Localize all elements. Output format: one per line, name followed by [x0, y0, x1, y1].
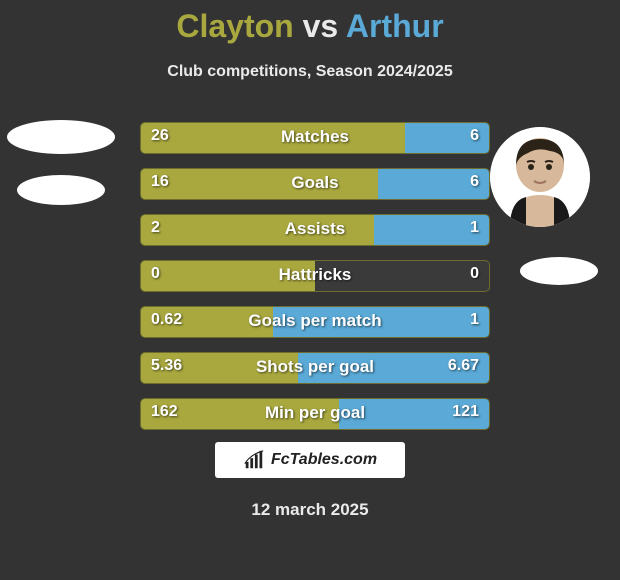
- title-player1: Clayton: [176, 8, 293, 44]
- stat-value-player2: 6.67: [448, 357, 479, 375]
- stat-row: 2Assists1: [140, 214, 490, 246]
- avatar-right: [490, 127, 590, 227]
- stat-label: Assists: [141, 219, 489, 239]
- page-title: Clayton vs Arthur: [0, 0, 620, 45]
- stat-value-player2: 1: [470, 219, 479, 237]
- date-text: 12 march 2025: [0, 500, 620, 520]
- stat-label: Shots per goal: [141, 357, 489, 377]
- avatar-left-placeholder-shape-1: [7, 120, 115, 154]
- stat-value-player2: 121: [452, 403, 479, 421]
- stat-label: Min per goal: [141, 403, 489, 423]
- stat-row: 0.62Goals per match1: [140, 306, 490, 338]
- stat-row: 162Min per goal121: [140, 398, 490, 430]
- logo-text: FcTables.com: [271, 451, 377, 469]
- avatar-left-placeholder-shape-2: [17, 175, 105, 205]
- stat-row: 16Goals6: [140, 168, 490, 200]
- comparison-card: Clayton vs Arthur Club competitions, Sea…: [0, 0, 620, 580]
- stat-value-player2: 6: [470, 173, 479, 191]
- stat-row: 5.36Shots per goal6.67: [140, 352, 490, 384]
- avatar-right-shadow: [520, 257, 598, 285]
- stat-label: Hattricks: [141, 265, 489, 285]
- stat-label: Matches: [141, 127, 489, 147]
- stat-value-player2: 6: [470, 127, 479, 145]
- chart-bars-icon: [243, 449, 265, 471]
- subtitle: Club competitions, Season 2024/2025: [0, 63, 620, 81]
- title-vs: vs: [303, 8, 339, 44]
- stat-row: 0Hattricks0: [140, 260, 490, 292]
- stat-row: 26Matches6: [140, 122, 490, 154]
- stat-label: Goals: [141, 173, 489, 193]
- stat-label: Goals per match: [141, 311, 489, 331]
- stat-value-player2: 1: [470, 311, 479, 329]
- title-player2: Arthur: [346, 8, 444, 44]
- source-logo[interactable]: FcTables.com: [215, 442, 405, 478]
- stats-area: 26Matches616Goals62Assists10Hattricks00.…: [140, 122, 490, 444]
- stat-value-player2: 0: [470, 265, 479, 283]
- player-face-icon: [490, 127, 590, 227]
